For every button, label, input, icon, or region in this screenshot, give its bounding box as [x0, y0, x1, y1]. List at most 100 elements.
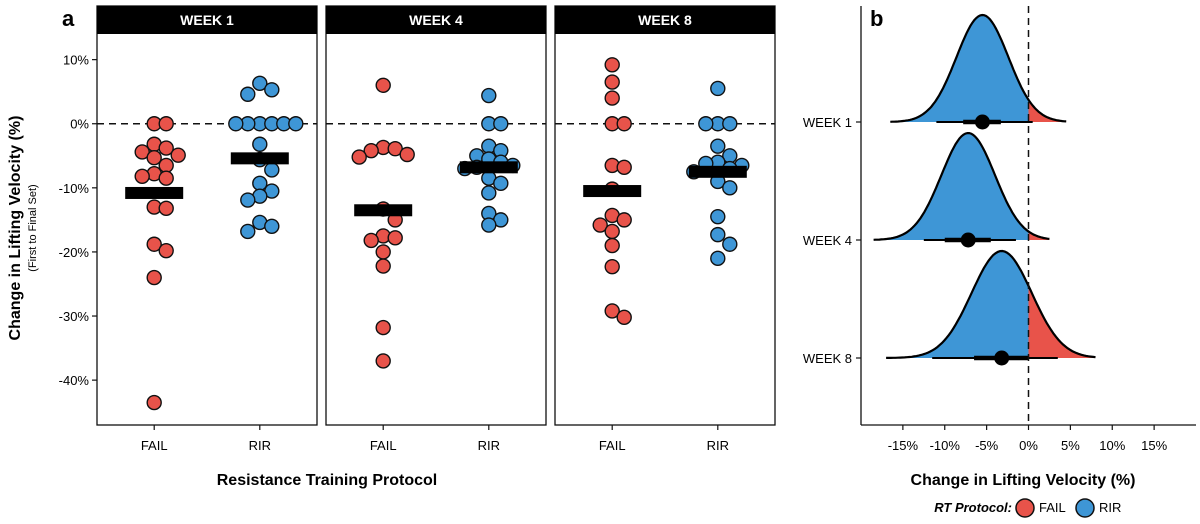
- point-week-8-fail: [604, 74, 620, 90]
- x-tick-label-week-4-fail: FAIL: [370, 438, 397, 453]
- legend-title: RT Protocol:: [934, 500, 1012, 515]
- x-tick-label-week-1-rir: RIR: [249, 438, 271, 453]
- point-week-1-rir: [240, 86, 256, 102]
- point-week-1-rir: [252, 75, 268, 92]
- x-tick-label: 0%: [1019, 438, 1038, 453]
- point-week-4-fail: [363, 232, 379, 249]
- facet-strip-week-4: [326, 6, 546, 34]
- mean-bar-week-8-fail: [583, 185, 642, 198]
- legend-fail-label: FAIL: [1039, 500, 1066, 515]
- point-week-1-fail: [158, 170, 174, 186]
- panel-a: WEEK 1 FAIL RIR WEEK 4 FAIL RIR WEEK 8 FAIL RIR 1…: [59, 5, 776, 453]
- facet-title-week-1: WEEK 1: [180, 12, 234, 28]
- point-week-8-rir: [710, 80, 726, 97]
- x-tick-label: 15%: [1141, 438, 1167, 453]
- point-week-1-fail: [134, 168, 150, 184]
- density-positive-week-8: [1028, 285, 1096, 358]
- density-positive-week-1: [1028, 99, 1067, 122]
- point-week-4-fail: [375, 353, 391, 369]
- y-tick-label-week-1: WEEK 1: [803, 115, 852, 130]
- density-outline-week-8: [886, 249, 1096, 359]
- point-week-8-fail: [604, 237, 620, 254]
- panel-a-ylabel: Change in Lifting Velocity (%): [7, 116, 24, 341]
- point-week-1-fail: [146, 236, 162, 252]
- x-tick-label: -10%: [930, 438, 961, 453]
- x-tick-label-week-8-fail: FAIL: [599, 438, 626, 453]
- facet-strip-week-8: [555, 6, 775, 34]
- mean-bar-week-4-rir: [459, 161, 518, 174]
- point-week-1-fail: [158, 200, 174, 217]
- point-estimate-week-1: [974, 114, 990, 130]
- point-week-8-fail: [604, 258, 620, 275]
- point-estimate-week-4: [960, 232, 976, 248]
- point-week-1-rir: [228, 116, 244, 132]
- point-week-4-fail: [351, 149, 367, 165]
- x-tick-label-week-8-rir: RIR: [707, 438, 729, 453]
- y-tick-label: -30%: [59, 309, 90, 324]
- point-week-8-fail: [616, 212, 632, 228]
- point-week-1-fail: [146, 269, 162, 286]
- point-estimate-week-8: [994, 350, 1010, 366]
- density-positive-week-4: [1028, 231, 1050, 240]
- panel-a-label: a: [62, 6, 75, 31]
- point-week-8-rir: [722, 116, 738, 132]
- y-tick-label: 10%: [63, 53, 89, 68]
- y-tick-label-week-4: WEEK 4: [803, 233, 852, 248]
- x-tick-label: 5%: [1061, 438, 1080, 453]
- point-week-1-fail: [158, 242, 174, 259]
- point-week-4-rir: [481, 185, 497, 201]
- density-negative-week-8: [886, 251, 1029, 358]
- density-negative-week-4: [873, 133, 1029, 240]
- y-tick-label: -10%: [59, 181, 90, 196]
- point-week-4-fail: [375, 258, 391, 274]
- y-tick-label: -20%: [59, 245, 90, 260]
- point-week-8-fail: [592, 217, 608, 233]
- density-outline-week-4: [873, 132, 1050, 241]
- point-week-8-rir: [722, 180, 738, 196]
- point-week-8-fail: [616, 309, 632, 326]
- point-week-1-fail: [158, 116, 174, 132]
- panel-a-xlabel: Resistance Training Protocol: [217, 472, 438, 489]
- panel-b-xlabel: Change in Lifting Velocity (%): [911, 472, 1136, 489]
- x-tick-label: -5%: [975, 438, 999, 453]
- facet-title-week-8: WEEK 8: [638, 12, 692, 28]
- point-week-8-fail: [604, 57, 620, 73]
- point-week-8-rir: [710, 226, 726, 243]
- point-week-1-rir: [240, 223, 256, 240]
- x-tick-label: 10%: [1099, 438, 1125, 453]
- point-week-1-rir: [264, 162, 280, 178]
- point-week-8-fail: [604, 303, 620, 319]
- point-week-4-fail: [375, 244, 391, 260]
- y-tick-label-week-8: WEEK 8: [803, 351, 852, 366]
- panel-b: WEEK 1 WEEK 4 WEEK 8 -15% -10% -5% 0% 5% 10% 15%: [803, 6, 1196, 453]
- legend: RT Protocol: FAIL RIR: [934, 498, 1121, 518]
- facet-frame-week-8: [554, 5, 776, 426]
- point-week-1-fail: [158, 157, 174, 174]
- mean-bar-week-4-fail: [354, 204, 413, 217]
- point-week-1-rir: [264, 82, 280, 98]
- point-week-8-fail: [616, 116, 632, 132]
- legend-rir-swatch: [1075, 498, 1095, 518]
- legend-fail-swatch: [1015, 498, 1035, 518]
- y-tick-label: -40%: [59, 373, 90, 388]
- point-week-1-fail: [146, 394, 162, 411]
- facet-strip-week-1: [97, 6, 317, 34]
- point-week-8-rir: [710, 138, 726, 154]
- point-week-1-rir: [252, 136, 268, 152]
- point-week-4-fail: [399, 146, 415, 163]
- point-week-1-rir: [288, 116, 304, 132]
- point-week-4-rir: [493, 175, 509, 192]
- point-week-1-fail: [158, 140, 174, 156]
- point-week-4-fail: [375, 77, 391, 93]
- panel-b-label: b: [870, 6, 883, 31]
- point-week-1-fail: [146, 150, 162, 166]
- point-week-4-rir: [481, 217, 497, 233]
- point-week-8-fail: [604, 223, 620, 240]
- density-outline-week-1: [890, 13, 1067, 123]
- facet-frame-week-1: [96, 5, 318, 426]
- point-week-8-rir: [698, 116, 714, 132]
- point-week-8-fail: [604, 90, 620, 106]
- point-week-8-fail: [616, 159, 632, 176]
